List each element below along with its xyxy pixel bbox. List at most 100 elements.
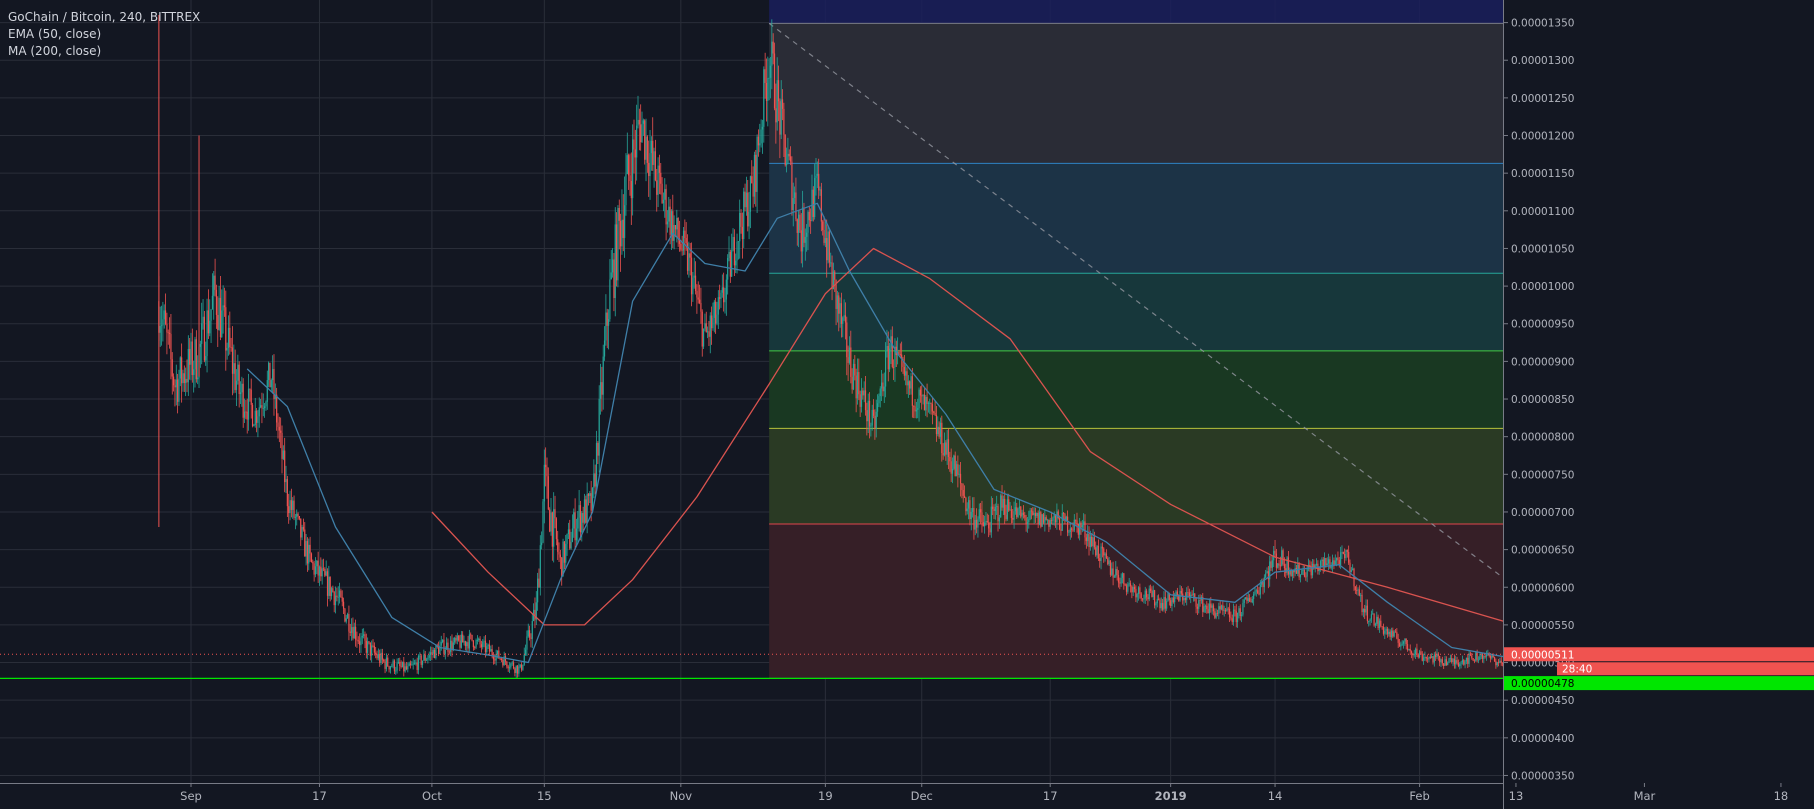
candle-body [961,483,963,491]
candle-body [1427,658,1429,660]
candle-body [1006,499,1008,520]
candle-body [1133,586,1136,590]
candle-body [1303,569,1306,577]
candle-body [1402,641,1405,644]
candle-body [622,219,624,238]
candle-body [1281,550,1283,566]
candle-body [1491,655,1493,659]
candle-body [1072,529,1074,531]
candle-body [1319,561,1322,568]
candle-body [844,315,847,323]
candle-body [330,588,333,597]
candle-body [1340,552,1342,566]
candle-body [1125,585,1128,592]
candle-body [309,544,311,554]
time-tick-label: Dec [911,789,933,803]
time-tick-label: 2019 [1155,789,1187,803]
symbol-title[interactable]: GoChain / Bitcoin, 240, BITTREX [8,10,201,24]
candle-body [364,634,366,641]
candle-body [1183,598,1185,601]
candle-body [582,513,584,523]
candle-body [520,664,523,670]
candle-body [367,641,369,653]
ema-legend[interactable]: EMA (50, close) [8,27,102,41]
candle-body [692,277,694,295]
candle-body [1238,608,1240,613]
candle-body [728,251,730,258]
candle-body [1461,659,1464,663]
candle-body [206,310,208,357]
candle-body [998,517,1000,522]
candle-body [804,236,806,243]
candle-body [1172,597,1174,603]
candle-body [384,661,386,669]
support-price-tag[interactable] [1504,676,1814,691]
candle-body [859,394,861,407]
candle-body [401,661,404,667]
candle-body [372,645,374,647]
candle-body [1405,638,1407,645]
candle-body [1145,590,1148,598]
candle-body [1489,655,1492,659]
candle-body [415,662,417,664]
candle-body [205,356,207,361]
candle-body [938,426,940,437]
candle-body [847,357,849,363]
candle-body [915,409,917,412]
candle-body [807,211,809,233]
candle-body [289,500,291,514]
candle-body [993,509,995,512]
time-tick-label: Feb [1409,789,1429,803]
candle-body [396,663,398,671]
candle-body [1016,507,1018,517]
candle-body [528,630,531,638]
candle-body [1180,590,1182,594]
candle-body [963,495,966,498]
candle-body [832,271,834,290]
candle-body [661,183,663,204]
candle-body [1263,577,1265,588]
candle-body [566,534,568,544]
candle-body [269,362,271,388]
candle-body [1480,653,1482,657]
candle-body [524,649,527,655]
candle-body [1202,597,1204,612]
candle-body [1346,549,1348,552]
candle-body [776,80,778,123]
candle-body [867,400,869,422]
candle-body [946,439,948,455]
candle-body [848,347,851,363]
fib-trend-line[interactable] [768,22,1637,679]
candle-body [446,642,448,650]
ema-50-line[interactable] [246,202,1605,664]
candle-body [787,153,789,164]
candle-body [1410,651,1413,654]
candle-body [178,378,180,402]
ma-legend[interactable]: MA (200, close) [8,44,102,58]
candle-body [1417,654,1419,658]
candle-body [328,576,330,596]
candle-body [791,161,793,211]
candle-body [373,645,375,653]
candle-body [419,655,421,657]
candle-body [251,404,254,427]
candle-body [1207,609,1209,614]
candle-body [463,641,465,643]
price-axis[interactable]: 0.00001350 0.00001300 0.00001250 0.00001200… [1503,0,1814,809]
candle-body [1338,560,1340,566]
candle-body [203,316,205,361]
candle-body [304,529,306,557]
candle-body [1376,616,1378,624]
current-price-tag[interactable] [1504,647,1814,662]
time-axis[interactable]: Sep17Oct15Nov19Dec17201914Feb13Mar18Apr1… [0,783,1814,809]
candle-body [189,348,191,365]
candle-body [297,513,299,516]
candle-body [1037,513,1039,525]
ma-200-line[interactable] [431,247,1605,649]
candle-body [1305,576,1307,578]
candle-body [563,541,565,563]
candle-body [747,192,749,227]
candle-body [781,99,784,109]
candle-body [554,509,556,519]
